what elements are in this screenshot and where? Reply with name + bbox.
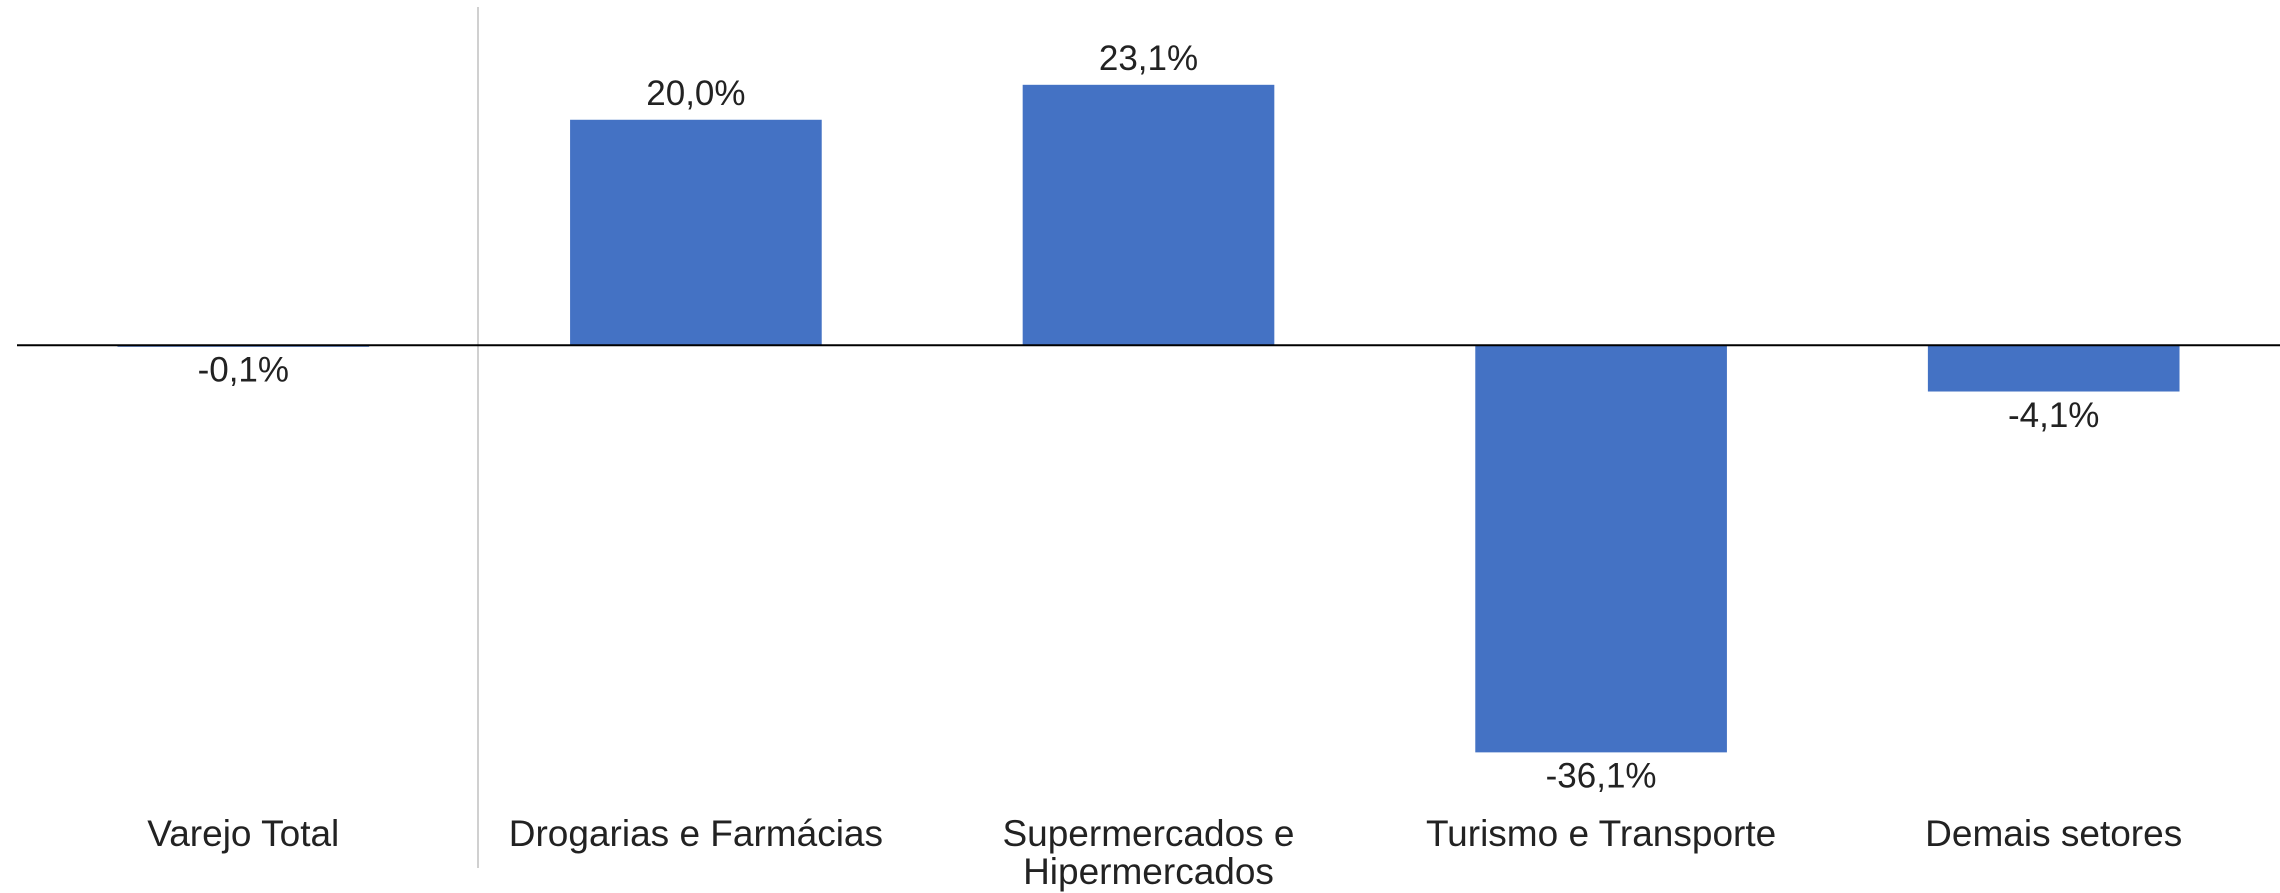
x-tick-label: Turismo e Transporte <box>1425 813 1777 854</box>
x-tick-label: Drogarias e Farmácias <box>508 813 883 854</box>
bar <box>570 119 822 346</box>
bar <box>1022 84 1275 346</box>
value-label: 23,1% <box>1099 39 1198 78</box>
value-label: -0,1% <box>198 351 289 390</box>
bar <box>1475 345 1727 753</box>
x-tick-label: Varejo Total <box>147 813 340 854</box>
x-tick-label: Demais setores <box>1925 813 2183 854</box>
value-label: -4,1% <box>2008 396 2099 435</box>
x-tick-label: Supermercados e Hipermercados <box>1002 813 1295 892</box>
value-label: 20,0% <box>646 74 745 113</box>
value-label: -36,1% <box>1546 757 1657 796</box>
bar <box>1927 345 2180 392</box>
